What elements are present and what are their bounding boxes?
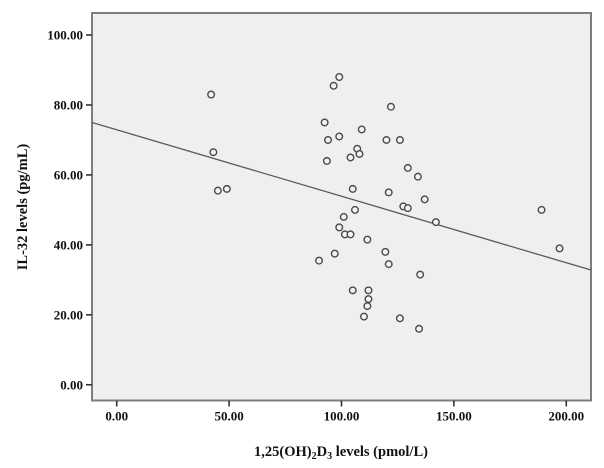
data-point: [222, 184, 231, 193]
data-point: [403, 204, 412, 213]
data-point: [322, 156, 331, 165]
data-point: [330, 249, 339, 258]
data-point: [207, 90, 216, 99]
y-tick-label: 20.00: [54, 307, 83, 322]
data-point: [339, 212, 348, 221]
fit-line: [91, 121, 592, 271]
data-point: [415, 324, 424, 333]
chart-layer: 0.00 20.00 40.00 60.00 80.00 100.00 0.00 50.00 1…: [47, 28, 592, 424]
x-tick-label: 150.00: [436, 409, 472, 424]
data-point: [416, 270, 425, 279]
x-tick-label: 0.00: [105, 409, 128, 424]
y-tick-label: 0.00: [60, 377, 83, 392]
data-point: [395, 135, 404, 144]
data-point: [355, 149, 364, 158]
x-tick-label: 50.00: [214, 409, 243, 424]
data-point: [335, 73, 344, 82]
data-point: [403, 163, 412, 172]
y-tick-label: 60.00: [54, 167, 83, 182]
data-point: [329, 81, 338, 90]
data-point: [348, 184, 357, 193]
x-axis-title: 1,25(OH)2D3 levels (pmol/L): [254, 444, 428, 462]
y-tick-label: 100.00: [47, 28, 83, 43]
data-point: [364, 286, 373, 295]
data-point: [320, 118, 329, 127]
data-point: [346, 230, 355, 239]
data-point: [384, 260, 393, 269]
data-point: [384, 188, 393, 197]
data-point: [315, 256, 324, 265]
data-point: [555, 244, 564, 253]
data-point: [431, 218, 440, 227]
y-axis-title: IL-32 levels (pg/mL): [15, 144, 31, 271]
data-point: [386, 102, 395, 111]
data-point: [420, 195, 429, 204]
data-point: [537, 205, 546, 214]
data-point: [357, 125, 366, 134]
data-point: [209, 148, 218, 157]
data-point: [346, 153, 355, 162]
data-point: [350, 205, 359, 214]
x-tick-label: 200.00: [548, 409, 584, 424]
data-point: [395, 314, 404, 323]
data-point: [359, 312, 368, 321]
data-point: [382, 135, 391, 144]
data-point: [213, 186, 222, 195]
data-point: [363, 302, 372, 311]
data-point: [348, 286, 357, 295]
data-point: [363, 235, 372, 244]
x-tick-label: 100.00: [324, 409, 360, 424]
data-point: [324, 135, 333, 144]
data-point: [381, 247, 390, 256]
data-point: [364, 295, 373, 304]
data-point: [335, 223, 344, 232]
y-tick-label: 40.00: [54, 237, 83, 252]
data-point: [413, 172, 422, 181]
y-tick-label: 80.00: [54, 97, 83, 112]
plot-area: [91, 12, 592, 402]
data-point: [335, 132, 344, 141]
